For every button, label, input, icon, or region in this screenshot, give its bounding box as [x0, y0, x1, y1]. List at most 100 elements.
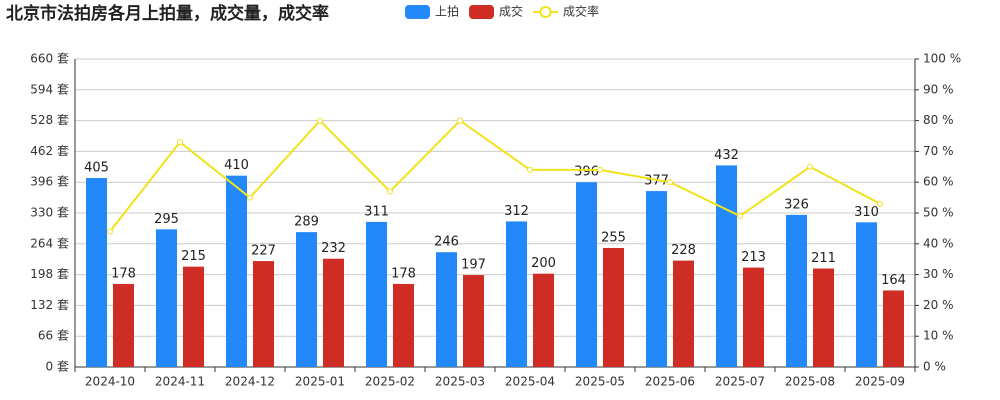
- legend-label: 成交率: [563, 4, 599, 19]
- x-tick-label: 2025-09: [855, 375, 905, 389]
- bar: [786, 214, 807, 367]
- y2-tick-label: 40 %: [923, 236, 954, 250]
- data-label: 312: [504, 204, 529, 219]
- data-label: 396: [574, 165, 599, 180]
- legend-swatch: [405, 5, 430, 19]
- y-tick-label: 528 套: [30, 113, 69, 127]
- bar: [463, 275, 484, 367]
- rate-point: [107, 228, 113, 235]
- rate-point: [737, 213, 743, 220]
- y-tick-label: 330 套: [30, 206, 69, 220]
- bar: [226, 175, 247, 367]
- data-label: 289: [294, 215, 319, 230]
- x-tick-label: 2024-12: [225, 375, 275, 389]
- bar: [113, 283, 134, 367]
- chart-title: 北京市法拍房各月上拍量，成交量，成交率: [6, 3, 329, 24]
- data-label: 200: [531, 256, 556, 271]
- x-tick-label: 2025-06: [645, 375, 695, 389]
- rate-point: [457, 117, 463, 124]
- data-label: 213: [741, 250, 766, 265]
- bar: [86, 178, 107, 367]
- rate-point: [807, 163, 813, 170]
- bar: [323, 258, 344, 367]
- rate-point: [597, 166, 603, 173]
- bar: [436, 252, 457, 367]
- data-label: 310: [854, 205, 879, 220]
- y2-tick-label: 50 %: [923, 206, 954, 220]
- data-label: 326: [784, 197, 809, 212]
- legend-swatch: [469, 5, 495, 19]
- x-tick-label: 2025-03: [435, 375, 485, 389]
- data-label: 405: [84, 161, 109, 176]
- x-tick-label: 2024-11: [155, 375, 205, 389]
- rate-point: [877, 200, 883, 207]
- rate-point: [247, 194, 253, 201]
- x-tick-label: 2025-04: [505, 375, 555, 389]
- data-label: 295: [154, 212, 179, 227]
- data-label: 197: [461, 258, 486, 273]
- y-tick-label: 396 套: [30, 175, 69, 189]
- legend-label: 成交: [499, 4, 523, 19]
- legend-swatch: [539, 6, 552, 18]
- bar: [813, 268, 834, 367]
- data-label: 211: [811, 251, 836, 266]
- data-label: 410: [224, 158, 249, 173]
- rate-point: [317, 117, 323, 124]
- bar: [156, 229, 177, 367]
- x-tick-label: 2025-07: [715, 375, 765, 389]
- bar: [856, 222, 877, 367]
- y2-tick-label: 30 %: [923, 267, 954, 281]
- y2-tick-label: 60 %: [923, 175, 954, 189]
- rate-point: [387, 188, 393, 195]
- y2-tick-label: 10 %: [923, 329, 954, 343]
- bar: [673, 260, 694, 367]
- rate-point: [667, 179, 673, 186]
- data-label: 377: [644, 174, 669, 189]
- y2-tick-label: 80 %: [923, 113, 954, 127]
- x-tick-label: 2025-08: [785, 375, 835, 389]
- data-label: 432: [714, 148, 739, 163]
- y-tick-label: 660 套: [30, 52, 69, 66]
- y-tick-label: 66 套: [38, 329, 69, 343]
- bar: [253, 261, 274, 367]
- y-tick-label: 132 套: [30, 298, 69, 312]
- data-label: 178: [391, 266, 416, 281]
- data-label: 232: [321, 241, 346, 256]
- bar: [533, 273, 554, 367]
- rate-line: [109, 119, 881, 233]
- y2-tick-label: 0 %: [923, 360, 946, 374]
- bar: [576, 182, 597, 367]
- bar: [883, 290, 904, 367]
- x-tick-label: 2025-01: [295, 375, 345, 389]
- bar: [603, 248, 624, 367]
- bar: [506, 221, 527, 367]
- bar: [183, 266, 204, 367]
- y-tick-label: 0 套: [46, 360, 69, 374]
- bar: [296, 232, 317, 367]
- data-label: 246: [434, 235, 459, 250]
- x-tick-label: 2024-10: [85, 375, 135, 389]
- data-label: 164: [881, 273, 906, 288]
- x-tick-label: 2025-05: [575, 375, 625, 389]
- data-label: 178: [111, 266, 136, 281]
- data-label: 227: [251, 244, 276, 259]
- rate-point: [177, 139, 183, 146]
- y-tick-label: 462 套: [30, 144, 69, 158]
- bar: [393, 283, 414, 367]
- y2-tick-label: 100 %: [923, 52, 961, 66]
- data-label: 255: [601, 231, 626, 246]
- y2-tick-label: 70 %: [923, 144, 954, 158]
- rate-point: [527, 166, 533, 173]
- y2-tick-label: 90 %: [923, 82, 954, 96]
- bar: [646, 191, 667, 367]
- legend-label: 上拍: [435, 4, 459, 19]
- data-label: 311: [364, 204, 389, 219]
- bar: [366, 221, 387, 367]
- y2-tick-label: 20 %: [923, 298, 954, 312]
- bar: [716, 165, 737, 367]
- x-tick-label: 2025-02: [365, 375, 415, 389]
- y-tick-label: 594 套: [30, 82, 69, 96]
- data-label: 215: [181, 249, 206, 264]
